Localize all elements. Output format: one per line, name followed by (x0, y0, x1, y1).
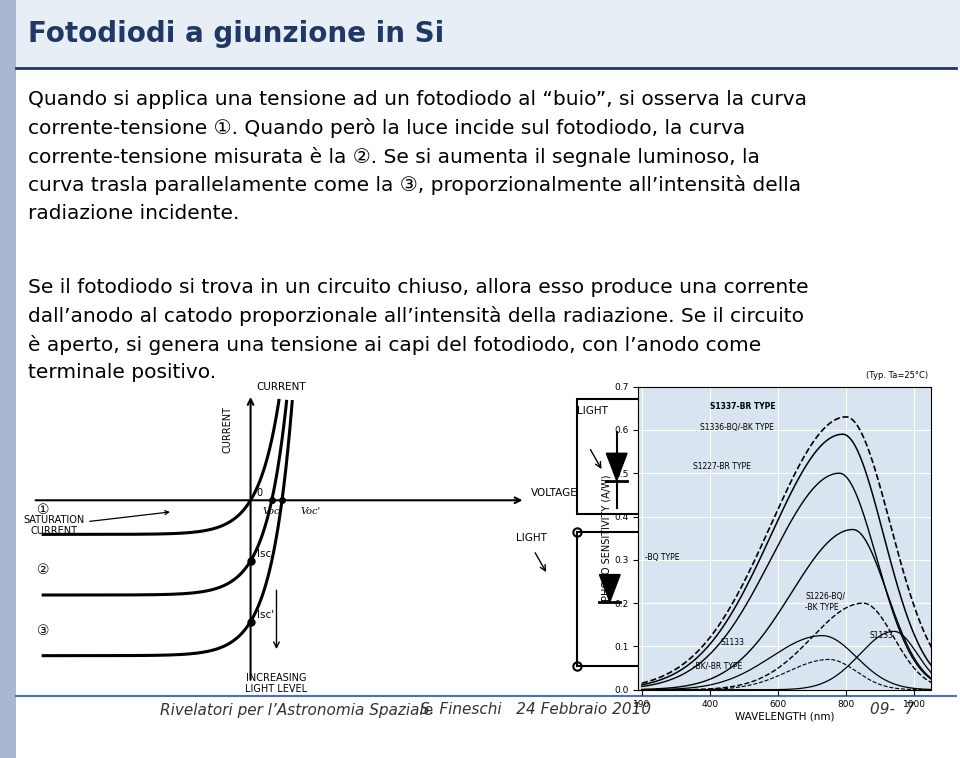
Text: Isc: Isc (650, 454, 663, 465)
Bar (0, 0, 16, 758)
Text: -BQ TYPE: -BQ TYPE (645, 553, 680, 562)
Y-axis label: PHOTO SENSITIVITY (A/W): PHOTO SENSITIVITY (A/W) (602, 475, 612, 601)
Text: ①: ① (36, 503, 50, 517)
Text: CURRENT: CURRENT (223, 406, 232, 453)
Text: Rivelatori per l’Astronomia Spaziale: Rivelatori per l’Astronomia Spaziale (160, 703, 433, 718)
X-axis label: WAVELENGTH (nm): WAVELENGTH (nm) (735, 711, 834, 722)
Text: Voc': Voc' (300, 506, 321, 515)
Text: Quando si applica una tensione ad un fotodiodo al “buio”, si osserva la curva
co: Quando si applica una tensione ad un fot… (28, 90, 807, 223)
Text: S1226-BQ/: S1226-BQ/ (805, 592, 845, 601)
Text: Isc': Isc' (256, 609, 274, 620)
Text: ③: ③ (36, 624, 50, 638)
Text: Isc: Isc (256, 549, 271, 559)
Text: +: + (650, 546, 662, 561)
Text: VOLTAGE: VOLTAGE (531, 488, 577, 499)
Text: INCREASING
LIGHT LEVEL: INCREASING LIGHT LEVEL (246, 673, 307, 694)
Text: CURRENT: CURRENT (256, 382, 306, 393)
Polygon shape (607, 453, 627, 481)
Text: Se il fotodiodo si trova in un circuito chiuso, allora esso produce una corrente: Se il fotodiodo si trova in un circuito … (28, 278, 808, 382)
Text: SATURATION
CURRENT: SATURATION CURRENT (23, 511, 169, 537)
Text: Voc: Voc (650, 600, 668, 609)
Bar (16, 0, 960, 68)
Text: ②: ② (36, 563, 50, 578)
Text: S1336-BQ/-BK TYPE: S1336-BQ/-BK TYPE (700, 423, 774, 432)
Text: Voc: Voc (263, 506, 280, 515)
Text: 0: 0 (256, 487, 263, 498)
Text: -BK TYPE: -BK TYPE (805, 603, 839, 612)
Text: Fotodiodi a giunzione in Si: Fotodiodi a giunzione in Si (28, 20, 444, 48)
Text: 09-  7: 09- 7 (870, 703, 915, 718)
Text: (Typ. Ta=25°C): (Typ. Ta=25°C) (866, 371, 927, 380)
Polygon shape (599, 575, 620, 602)
Text: S1133: S1133 (720, 637, 744, 647)
Text: S. Fineschi   24 Febbraio 2010: S. Fineschi 24 Febbraio 2010 (420, 703, 651, 718)
Text: S1133: S1133 (870, 631, 894, 641)
Text: S1337-BR TYPE: S1337-BR TYPE (709, 402, 776, 411)
Bar (577, 399, 655, 514)
Text: LIGHT: LIGHT (577, 406, 608, 416)
Text: S1227-BR TYPE: S1227-BR TYPE (693, 462, 751, 471)
Text: LIGHT: LIGHT (516, 533, 547, 543)
Text: -BK/-BR TYPE: -BK/-BR TYPE (693, 662, 742, 671)
